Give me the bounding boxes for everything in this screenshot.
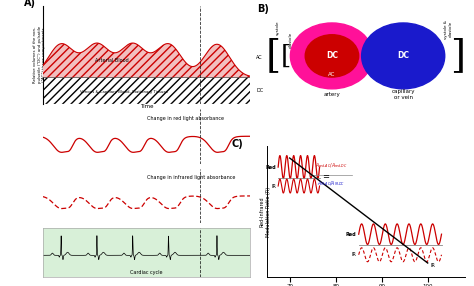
Text: DC: DC — [326, 51, 338, 60]
Text: Red: Red — [346, 232, 356, 237]
Circle shape — [291, 23, 374, 89]
Text: A): A) — [24, 0, 36, 8]
Text: [: [ — [280, 43, 291, 68]
Text: Cardiac cycle: Cardiac cycle — [130, 270, 163, 275]
Text: $A_{red\text{-}AC}/A_{red\text{-}DC}$: $A_{red\text{-}AC}/A_{red\text{-}DC}$ — [315, 161, 347, 170]
Text: IR: IR — [272, 184, 276, 188]
Text: systole &
diastole: systole & diastole — [445, 20, 453, 39]
Text: ]: ] — [450, 37, 465, 74]
Text: systole: systole — [275, 20, 280, 35]
Text: Venous & Capillary Blood, Stationary Tissues: Venous & Capillary Blood, Stationary Tis… — [80, 90, 167, 94]
Text: $A_{IR\text{-}AC}/A_{IR\text{-}DC}$: $A_{IR\text{-}AC}/A_{IR\text{-}DC}$ — [317, 179, 345, 188]
Text: Change in red light absorbance: Change in red light absorbance — [146, 116, 224, 121]
Text: capillary
or vein: capillary or vein — [392, 89, 415, 100]
Text: DC: DC — [397, 51, 409, 60]
Y-axis label: Red-Infrared
Modulation Ratio (R): Red-Infrared Modulation Ratio (R) — [260, 186, 271, 237]
Text: diastole: diastole — [288, 32, 292, 48]
Text: Change in infrared light absorbance: Change in infrared light absorbance — [146, 175, 235, 180]
Y-axis label: Relative volumes of the non-
pulsatile (“DC”) and pulsatile
(“AC”) tissue compar: Relative volumes of the non- pulsatile (… — [33, 26, 46, 83]
Text: IR: IR — [352, 252, 356, 257]
Text: B): B) — [257, 3, 269, 13]
Circle shape — [305, 35, 359, 77]
Text: Red: Red — [266, 165, 276, 170]
Text: Arterial Blood: Arterial Blood — [95, 58, 129, 63]
Text: C): C) — [231, 139, 243, 149]
Text: artery: artery — [324, 92, 340, 97]
Text: AC: AC — [328, 72, 336, 77]
Text: AC: AC — [256, 55, 263, 60]
Circle shape — [362, 23, 445, 89]
X-axis label: Time: Time — [140, 104, 153, 109]
Text: IR: IR — [430, 263, 435, 268]
Text: [: [ — [266, 37, 281, 74]
Text: DC: DC — [256, 88, 264, 93]
Text: =: = — [322, 172, 329, 181]
